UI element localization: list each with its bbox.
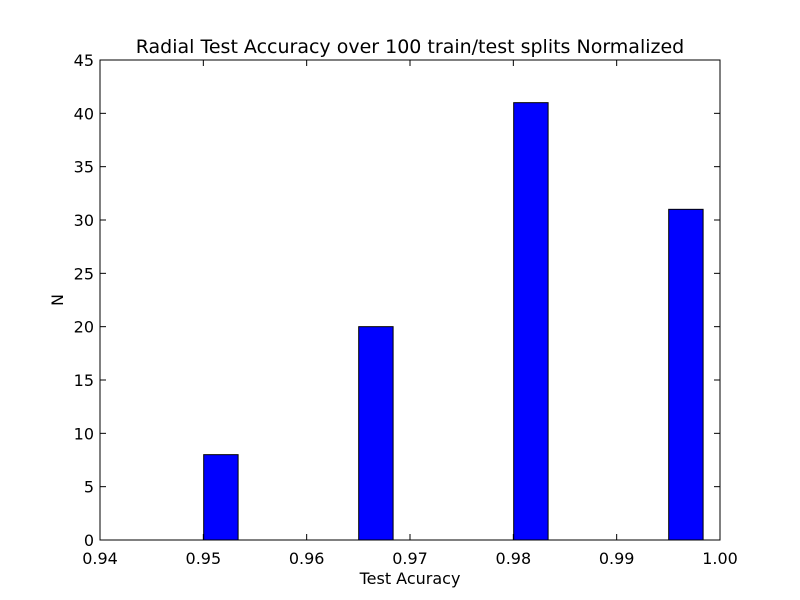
x-tick-label-3: 0.97 — [392, 549, 428, 568]
y-tick-label-7: 35 — [74, 158, 94, 177]
bar-1 — [203, 454, 239, 541]
bar-4 — [668, 208, 704, 541]
y-tick-label-4: 20 — [74, 318, 94, 337]
ticks-group: 0.94 0.95 0.96 0.97 0.98 0.99 1.00 0 5 10 15 20 25 30… — [74, 51, 738, 568]
y-tick-label-5: 25 — [74, 264, 94, 283]
x-tick-label-0: 0.94 — [82, 549, 118, 568]
y-tick-label-8: 40 — [74, 104, 94, 123]
plot-frame — [99, 59, 721, 541]
bar-3 — [513, 102, 549, 541]
y-tick-label-1: 5 — [84, 478, 94, 497]
x-tick-label-1: 0.95 — [186, 549, 222, 568]
y-tick-label-2: 10 — [74, 424, 94, 443]
bar-2 — [358, 326, 394, 541]
bars-group — [203, 102, 704, 541]
x-tick-label-6: 1.00 — [702, 549, 738, 568]
chart-title: Radial Test Accuracy over 100 train/test… — [136, 36, 685, 58]
y-tick-label-0: 0 — [84, 531, 94, 550]
y-tick-label-6: 30 — [74, 211, 94, 230]
y-tick-label-3: 15 — [74, 371, 94, 390]
x-tick-label-2: 0.96 — [289, 549, 325, 568]
x-tick-label-5: 0.99 — [599, 549, 635, 568]
y-tick-label-9: 45 — [74, 51, 94, 70]
x-tick-label-4: 0.98 — [496, 549, 532, 568]
x-axis-label: Test Acuracy — [359, 569, 461, 588]
y-axis-label: N — [48, 294, 67, 306]
